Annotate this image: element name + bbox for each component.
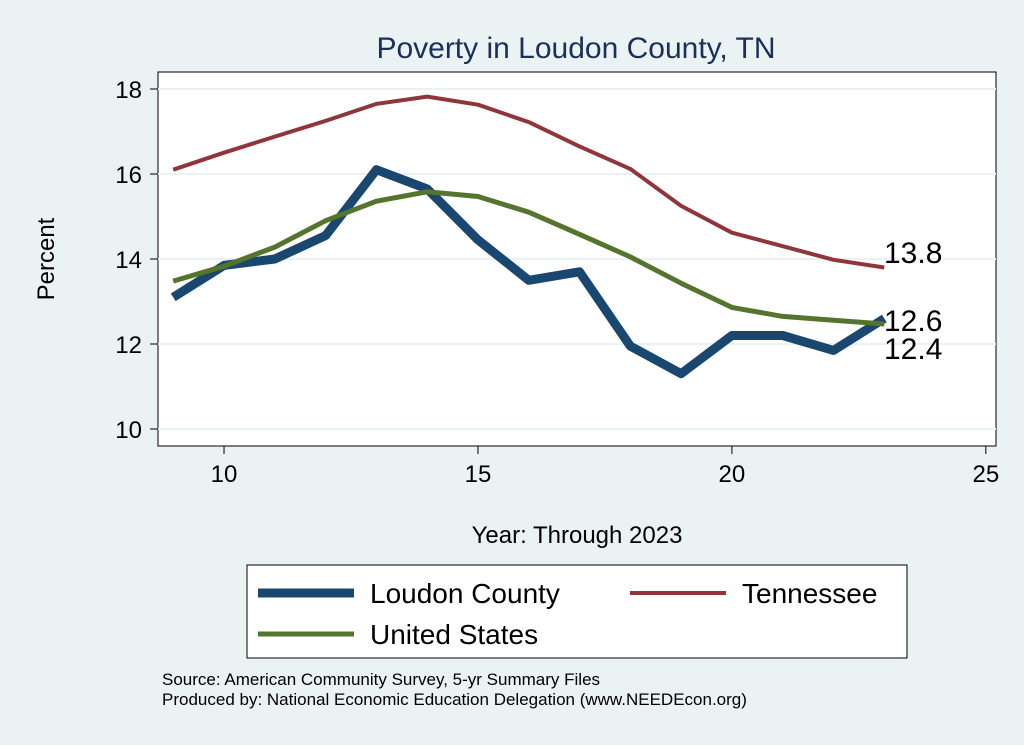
y-tick-label: 14	[115, 247, 142, 274]
legend-label: United States	[370, 619, 538, 650]
end-label-loudon-county: 12.6	[884, 305, 942, 338]
series-line-united-states	[172, 189, 885, 327]
x-axis: 10 15 20 25	[211, 446, 999, 488]
chart-footer: Source: American Community Survey, 5-yr …	[162, 670, 747, 710]
end-label-tennessee: 13.8	[884, 237, 942, 270]
y-tick-label: 10	[115, 417, 142, 444]
source-note: Source: American Community Survey, 5-yr …	[162, 670, 601, 689]
x-axis-label: Year: Through 2023	[472, 522, 683, 549]
y-tick-label: 12	[115, 332, 142, 359]
producer-note: Produced by: National Economic Education…	[162, 690, 747, 709]
x-tick-label: 15	[465, 461, 492, 488]
end-label-united-states: 12.4	[884, 333, 942, 366]
x-tick-label: 25	[972, 461, 999, 488]
grid-lines	[158, 88, 996, 430]
x-tick-label: 20	[719, 461, 746, 488]
y-axis-label: Percent	[33, 217, 60, 300]
series-line-loudon-county	[170, 165, 887, 379]
legend-box	[246, 564, 908, 659]
x-tick-label: 10	[211, 461, 238, 488]
y-axis: 10 12 14 16 18	[115, 77, 158, 444]
end-labels: 12.6 13.8 12.4	[884, 237, 942, 366]
legend: Loudon County Tennessee United States	[258, 578, 877, 650]
chart-title: Poverty in Loudon County, TN	[376, 32, 775, 65]
y-tick-label: 18	[115, 77, 142, 104]
legend-label: Tennessee	[742, 578, 877, 609]
legend-label: Loudon County	[370, 578, 560, 609]
series-lines	[170, 94, 887, 379]
series-line-tennessee	[172, 94, 885, 270]
y-tick-label: 16	[115, 162, 142, 189]
